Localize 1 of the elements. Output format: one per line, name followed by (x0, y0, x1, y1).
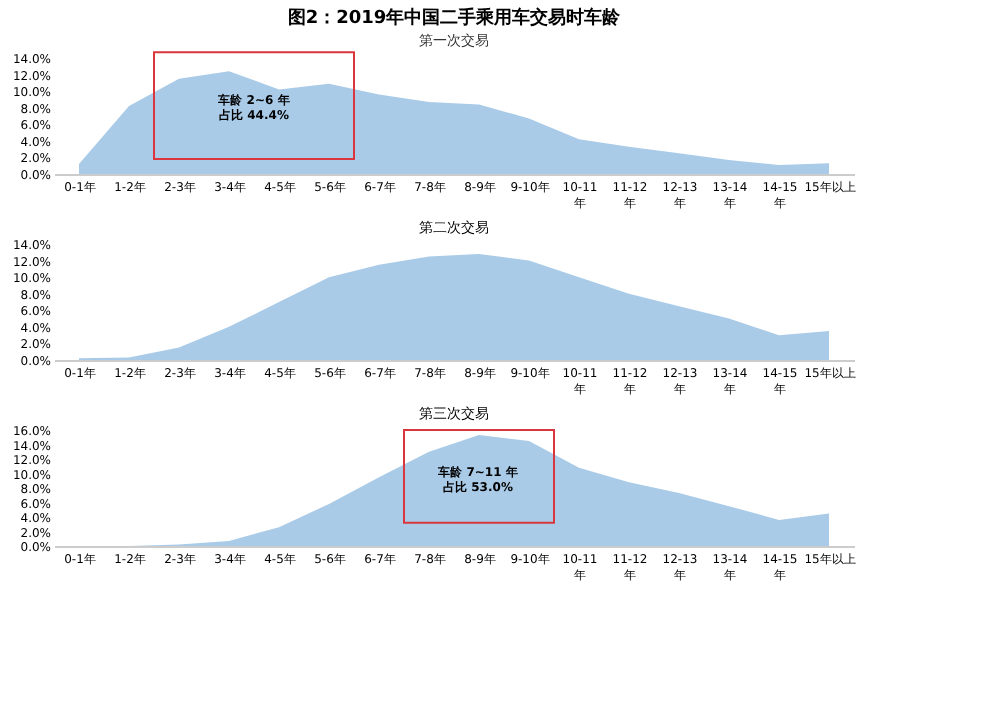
chart-title: 图2：2019年中国二手乘用车交易时车龄 (287, 7, 623, 30)
